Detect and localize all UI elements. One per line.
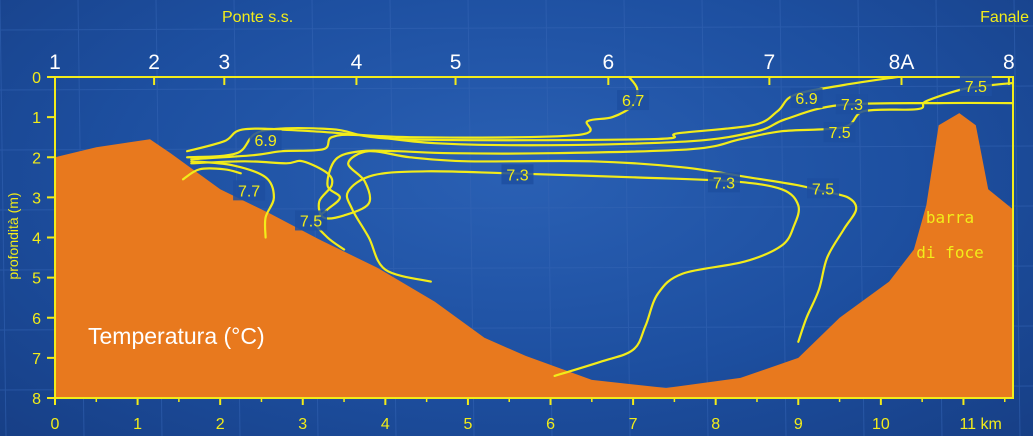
station-label: 8A <box>889 51 915 74</box>
isotherm-label-bg <box>707 172 740 193</box>
x-tick-label: 11 km <box>959 416 1001 433</box>
isotherm-label-bg <box>835 94 868 115</box>
di-foce-label: di foce <box>916 243 983 262</box>
isotherm-label-bg <box>617 90 650 111</box>
x-tick-label: 6 <box>546 416 555 433</box>
isotherm-label: 7.3 <box>841 97 863 114</box>
y-tick-label: 1 <box>32 110 41 127</box>
barra-label: barra <box>926 208 974 227</box>
x-tick-label: 3 <box>298 416 307 433</box>
y-tick-label: 0 <box>32 70 41 87</box>
isotherm-label: 7.3 <box>506 167 528 184</box>
isotherm-label: 6.9 <box>795 91 817 108</box>
isotherm-line <box>345 170 800 377</box>
isotherm-label: 6.7 <box>622 93 644 110</box>
isotherm-label: 7.5 <box>812 181 834 198</box>
y-axis-label: profondità (m) <box>5 192 21 279</box>
top-label-left: Ponte s.s. <box>222 9 293 26</box>
chart-title: Temperatura (°C) <box>88 323 265 349</box>
y-tick-label: 3 <box>32 190 41 207</box>
x-tick-label: 1 <box>133 416 142 433</box>
isotherm-line <box>190 150 858 343</box>
x-tick-label: 8 <box>711 416 720 433</box>
isotherm-line <box>314 81 1015 251</box>
x-tick-label: 2 <box>216 416 225 433</box>
isotherm-label: 6.9 <box>254 133 276 150</box>
isotherm-label-bg <box>249 130 282 151</box>
isotherm-label-bg <box>501 164 534 185</box>
y-tick-label: 7 <box>32 351 41 368</box>
y-tick-label: 8 <box>32 391 41 408</box>
isotherm-line <box>190 160 275 239</box>
isotherm-label-bg <box>959 76 992 97</box>
x-tick-label: 4 <box>381 416 390 433</box>
x-tick-label: 7 <box>629 416 638 433</box>
station-label: 4 <box>351 51 363 74</box>
y-tick-label: 4 <box>32 231 41 248</box>
isotherm-label: 7.5 <box>828 125 850 142</box>
riverbed-profile <box>55 113 1013 398</box>
isotherm-label: 7.5 <box>965 79 987 96</box>
top-label-right: Fanale <box>980 9 1029 26</box>
isotherm-line <box>181 167 242 181</box>
isotherm-label-bg <box>233 180 266 201</box>
station-label: 2 <box>148 51 160 74</box>
isotherm-label: 7.3 <box>713 175 735 192</box>
x-tick-label: 0 <box>51 416 60 433</box>
x-tick-label: 9 <box>794 416 803 433</box>
station-label: 6 <box>602 51 614 74</box>
station-label: 7 <box>764 51 776 74</box>
x-tick-label: 5 <box>463 416 472 433</box>
isotherm-label: 7.7 <box>238 183 260 200</box>
station-label: 8 <box>1003 51 1015 74</box>
station-label: 5 <box>450 51 462 74</box>
y-tick-label: 2 <box>32 150 41 167</box>
isotherm-label-bg <box>823 122 856 143</box>
isotherm-label-bg <box>295 210 328 231</box>
station-label: 3 <box>218 51 230 74</box>
y-tick-label: 5 <box>32 271 41 288</box>
isotherm-label: 7.5 <box>300 213 322 230</box>
isotherm-label-bg <box>790 88 823 109</box>
station-label: 1 <box>49 51 61 74</box>
y-tick-label: 6 <box>32 311 41 328</box>
x-tick-label: 10 <box>872 416 890 433</box>
isotherm-label-bg <box>807 178 840 199</box>
